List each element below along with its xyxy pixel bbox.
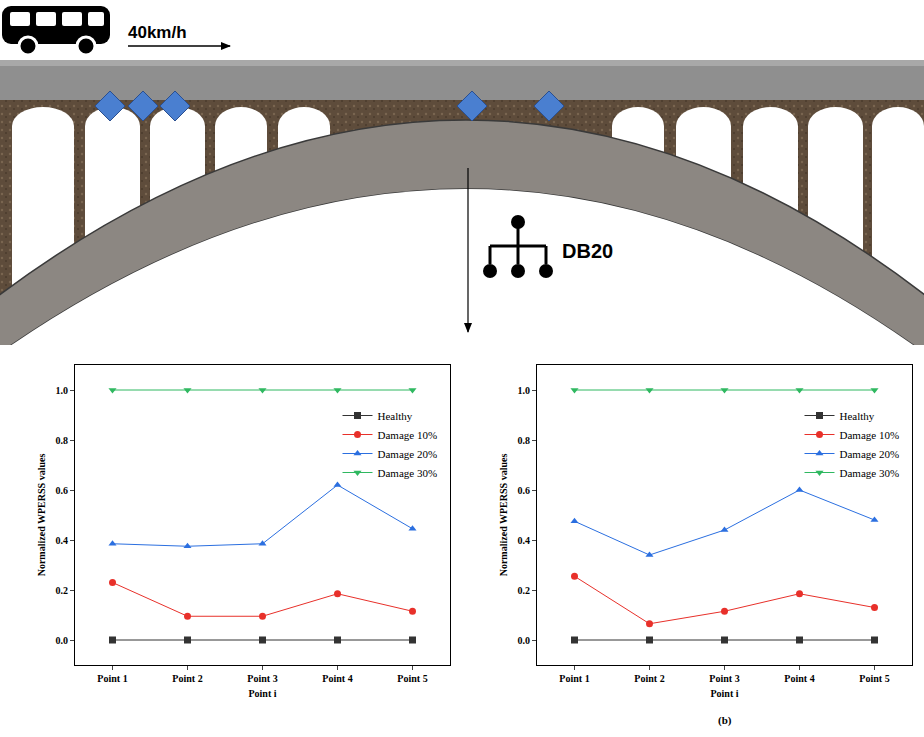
svg-text:Damage 20%: Damage 20% [840,448,900,460]
svg-text:0.2: 0.2 [56,585,69,596]
svg-text:0.4: 0.4 [56,535,69,546]
svg-text:Normalized WPERSS values: Normalized WPERSS values [498,454,509,577]
svg-text:Point 2: Point 2 [634,673,664,684]
svg-text:0.8: 0.8 [518,435,531,446]
svg-text:Damage 10%: Damage 10% [378,429,438,441]
svg-text:Point 1: Point 1 [97,673,127,684]
svg-text:1.0: 1.0 [518,385,531,396]
svg-text:Point 3: Point 3 [709,673,739,684]
svg-text:DB20: DB20 [562,240,613,262]
svg-text:0.6: 0.6 [56,485,69,496]
svg-text:Point 5: Point 5 [859,673,889,684]
svg-text:Point i: Point i [710,688,738,699]
svg-text:Point 2: Point 2 [172,673,202,684]
svg-text:Damage 10%: Damage 10% [840,429,900,441]
svg-text:Healthy: Healthy [378,410,413,422]
svg-text:0.2: 0.2 [518,585,531,596]
svg-text:Healthy: Healthy [840,410,875,422]
svg-text:Damage 30%: Damage 30% [378,467,438,479]
svg-text:Point 4: Point 4 [322,673,352,684]
svg-text:0.6: 0.6 [518,485,531,496]
svg-text:Point 3: Point 3 [247,673,277,684]
svg-text:0.0: 0.0 [56,635,69,646]
svg-text:40km/h: 40km/h [128,23,187,42]
svg-text:0.0: 0.0 [518,635,531,646]
svg-text:Point 5: Point 5 [397,673,427,684]
svg-text:Point 1: Point 1 [559,673,589,684]
svg-text:Point 4: Point 4 [784,673,814,684]
svg-text:Damage 30%: Damage 30% [840,467,900,479]
svg-text:Point i: Point i [248,688,276,699]
svg-text:Damage 20%: Damage 20% [378,448,438,460]
svg-text:1.0: 1.0 [56,385,69,396]
svg-text:0.4: 0.4 [518,535,531,546]
svg-text:Normalized WPERSS values: Normalized WPERSS values [36,454,47,577]
svg-text:(b): (b) [718,714,732,727]
svg-text:0.8: 0.8 [56,435,69,446]
